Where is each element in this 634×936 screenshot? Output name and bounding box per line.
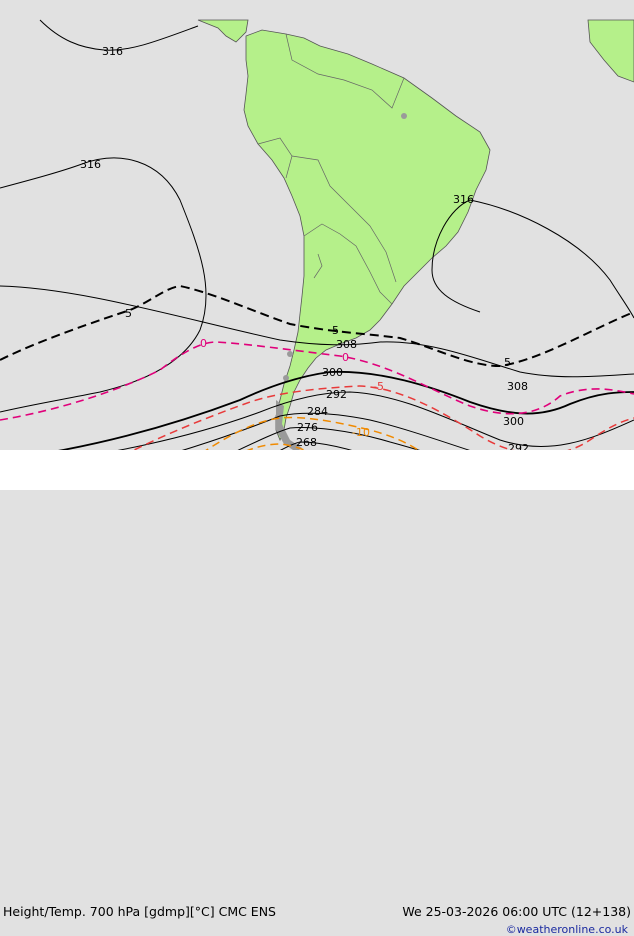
label-temp-m5: -5 [373,380,384,393]
country-borders [257,33,405,305]
contour-300 [0,370,634,461]
label-316-c: 316 [453,193,474,206]
credit-link[interactable]: ©weatheronline.co.uk [505,923,628,936]
label-308-a: 308 [336,338,357,351]
contour-316-a [39,19,199,51]
gray-islands [276,113,407,452]
label-temp-m10: -10 [352,426,370,439]
contour-316-c [431,199,634,319]
weather-map: 316 316 316 308 308 300 300 292 292 284 … [0,19,634,471]
label-308-b: 308 [507,380,528,393]
map-footer: Height/Temp. 700 hPa [gdmp][°C] CMC ENS … [0,450,634,936]
label-292-a: 292 [326,388,347,401]
land-masses [197,19,634,442]
contour-308 [0,285,634,378]
label-temp-0-b: 0 [342,351,349,364]
label-300-b: 300 [503,415,524,428]
contour-292 [0,391,634,466]
valid-time: We 25-03-2026 06:00 UTC (12+138) [402,904,631,919]
label-temp-0-a: 0 [200,337,207,350]
label-276: 276 [297,421,318,434]
label-temp-5-c: 5 [504,356,511,369]
label-temp-5-b: 5 [332,324,339,337]
south-america-land [243,29,491,442]
label-316-b: 316 [80,158,101,171]
map-title: Height/Temp. 700 hPa [gdmp][°C] CMC ENS [3,904,276,919]
contour-284 [119,412,521,469]
label-284: 284 [307,405,328,418]
africa-land [587,19,634,83]
temp-5-isotherm [0,284,634,368]
label-300-a: 300 [322,366,343,379]
contour-316-b [0,157,207,413]
label-temp-5-a: 5 [125,307,132,320]
label-316-a: 316 [102,45,123,58]
temp-m5-isotherm [99,385,634,469]
central-america-land [197,19,249,43]
label-268: 268 [296,436,317,449]
